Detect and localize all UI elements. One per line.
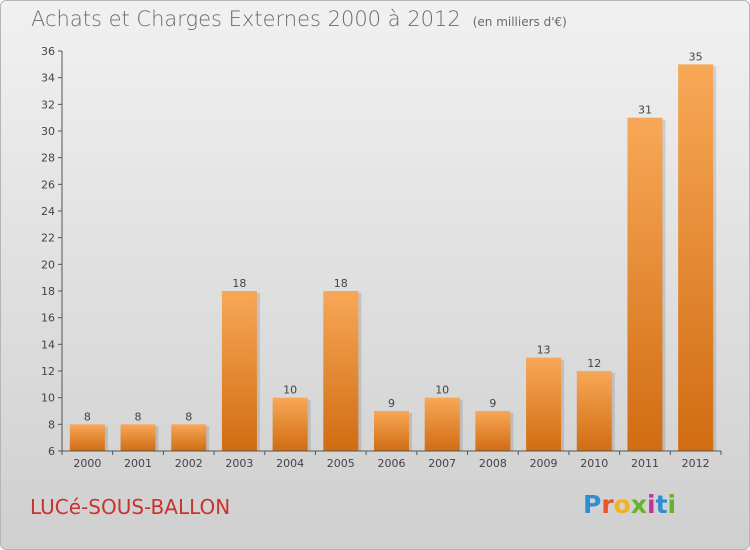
- x-tick-label-2005: 2005: [327, 457, 355, 470]
- y-tick-label-12: 12: [41, 365, 55, 378]
- data-label-2009: 13: [537, 344, 551, 357]
- bar-2006: [374, 411, 409, 451]
- x-tick-label-2004: 2004: [276, 457, 304, 470]
- x-tick-label-2012: 2012: [682, 457, 710, 470]
- proxiti-logo[interactable]: Proxiti: [583, 490, 677, 519]
- y-tick-label-14: 14: [41, 338, 55, 351]
- bar-2001: [120, 424, 156, 451]
- y-tick-label-30: 30: [41, 125, 55, 138]
- bar-2000: [69, 424, 105, 451]
- chart-title-block: Achats et Charges Externes 2000 à 2012 (e…: [31, 7, 567, 31]
- data-label-2010: 12: [587, 357, 601, 370]
- data-label-2008: 9: [489, 397, 496, 410]
- bars-layer: 8 8 8 18 10 18 9 10 9 13 12 31 35: [69, 50, 717, 452]
- bar-2010: [576, 371, 612, 451]
- y-tick-label-20: 20: [41, 258, 55, 271]
- data-label-2011: 31: [638, 104, 652, 117]
- x-tick-label-2000: 2000: [73, 457, 101, 470]
- data-label-2007: 10: [435, 384, 449, 397]
- data-label-2012: 35: [689, 50, 703, 63]
- bar-2002: [171, 424, 207, 451]
- data-label-2003: 18: [232, 277, 246, 290]
- y-tick-label-28: 28: [41, 152, 55, 165]
- data-label-2002: 8: [185, 410, 192, 423]
- bar-2009: [526, 357, 562, 451]
- y-tick-label-8: 8: [48, 418, 55, 431]
- y-tick-label-26: 26: [41, 178, 55, 191]
- chart-unit: (en milliers d'€): [472, 15, 567, 29]
- bar-2007: [424, 397, 460, 451]
- data-label-2004: 10: [283, 384, 297, 397]
- y-tick-label-16: 16: [41, 312, 55, 325]
- axis-layer: 2000 2001 2002 2003 2004 2005 2006 2007 2008 2009…: [41, 45, 722, 470]
- commune-name: LUCé-SOUS-BALLON: [30, 495, 231, 519]
- data-label-2005: 18: [334, 277, 348, 290]
- x-tick-label-2008: 2008: [479, 457, 507, 470]
- y-tick-label-10: 10: [41, 392, 55, 405]
- y-tick-label-32: 32: [41, 98, 55, 111]
- data-label-2006: 9: [388, 397, 395, 410]
- bar-2012: [678, 64, 714, 452]
- chart-title: Achats et Charges Externes 2000 à 2012: [31, 7, 461, 31]
- x-tick-label-2010: 2010: [580, 457, 608, 470]
- x-tick-label-2001: 2001: [124, 457, 152, 470]
- y-tick-label-36: 36: [41, 45, 55, 58]
- y-tick-label-22: 22: [41, 232, 55, 245]
- y-tick-label-34: 34: [41, 72, 55, 85]
- data-label-2000: 8: [84, 410, 91, 423]
- x-tick-label-2002: 2002: [175, 457, 203, 470]
- bar-2004: [272, 397, 308, 451]
- bar-2011: [627, 117, 663, 452]
- x-tick-label-2003: 2003: [225, 457, 253, 470]
- y-tick-label-18: 18: [41, 285, 55, 298]
- bar-2005: [323, 291, 359, 451]
- y-tick-label-24: 24: [41, 205, 55, 218]
- x-tick-label-2007: 2007: [428, 457, 456, 470]
- x-tick-label-2006: 2006: [378, 457, 406, 470]
- bar-2008: [475, 411, 511, 451]
- data-label-2001: 8: [135, 410, 142, 423]
- bar-2003: [221, 291, 257, 451]
- x-tick-label-2009: 2009: [530, 457, 558, 470]
- x-tick-label-2011: 2011: [631, 457, 659, 470]
- y-tick-label-6: 6: [48, 445, 55, 458]
